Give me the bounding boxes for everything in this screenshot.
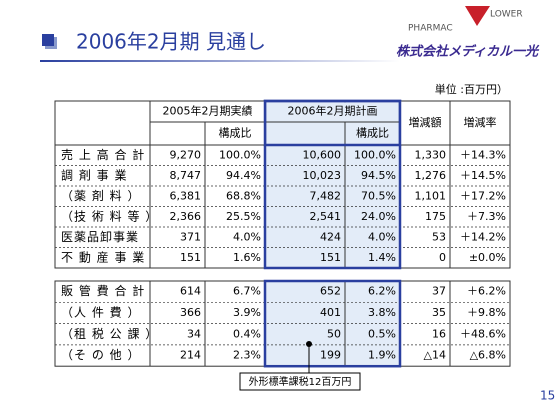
cell: 6,381 xyxy=(170,189,202,202)
logo-right: LOWER xyxy=(490,10,523,20)
cell: 94.4% xyxy=(226,169,261,182)
cell: 24.0% xyxy=(361,210,396,223)
cell: 35 xyxy=(432,306,446,319)
cell: ＋9.8% xyxy=(467,306,506,319)
cell: ＋14.5% xyxy=(460,169,506,182)
cell: 25.5% xyxy=(226,210,261,223)
plan-border xyxy=(263,99,402,147)
cell: 4.0% xyxy=(233,230,261,243)
cell: △14 xyxy=(424,349,446,362)
callout: 外形標準課税12百万円 xyxy=(249,375,352,388)
cell: ＋17.2% xyxy=(460,189,506,202)
bullet xyxy=(42,34,54,46)
row-label: （技 術 料 等 ） xyxy=(61,209,158,223)
cell: 16 xyxy=(432,327,446,340)
row-label: （そ の 他 ） xyxy=(61,348,140,362)
cell: ＋7.3% xyxy=(467,210,506,223)
sub-header: 構成比 xyxy=(219,127,252,140)
cell: 100.0% xyxy=(219,148,261,161)
unit: 単位 :百万円） xyxy=(435,82,508,96)
cell: 424 xyxy=(320,230,341,243)
cell: 151 xyxy=(320,251,341,264)
header-cover xyxy=(266,122,345,144)
group-header: 増減率 xyxy=(464,115,497,129)
cell: 3.9% xyxy=(233,306,261,319)
cell: 70.5% xyxy=(361,189,396,202)
sub-header: 構成比 xyxy=(356,127,389,140)
cell: 0 xyxy=(439,251,446,264)
header-cover xyxy=(400,101,510,145)
logo-left: PHARMAC xyxy=(408,24,453,34)
row-label: 調 剤 事 業 xyxy=(61,167,127,182)
logo-mark xyxy=(465,6,490,26)
tables: 売 上 高 合 計 9,270 100.0% 10,600 100.0% 1,330 ＋14… xyxy=(54,99,511,368)
cell: ＋48.6% xyxy=(460,327,506,340)
cell: 9,270 xyxy=(170,148,202,161)
cell: 652 xyxy=(320,285,341,298)
cell: 199 xyxy=(320,349,341,362)
cell: ＋14.3% xyxy=(460,148,506,161)
cell: 0.4% xyxy=(233,327,261,340)
cell: ＋14.2% xyxy=(460,230,506,243)
cell: 53 xyxy=(432,230,446,243)
header-cover xyxy=(266,102,399,122)
cell: 1,276 xyxy=(415,169,447,182)
cell: 100.0% xyxy=(354,148,396,161)
cell: △6.8% xyxy=(470,349,506,362)
cell: 1.4% xyxy=(368,251,396,264)
callout-box xyxy=(239,372,361,391)
cell: 1,101 xyxy=(415,189,447,202)
cell: 614 xyxy=(180,285,201,298)
cell: 2,541 xyxy=(310,210,342,223)
company: 株式会社メディカル一光 xyxy=(396,44,540,60)
cell: 7,482 xyxy=(310,189,342,202)
cell: 1,330 xyxy=(415,148,447,161)
row-label: （人 件 費 ） xyxy=(61,304,140,319)
cell: 10,023 xyxy=(303,169,342,182)
group-header: 2005年2月期実績 xyxy=(163,104,253,118)
cell: 366 xyxy=(180,306,201,319)
row-label: （薬 剤 料 ） xyxy=(61,188,140,203)
plan-border xyxy=(263,279,402,368)
cell: 34 xyxy=(187,327,201,340)
row-label: 医薬品卸事業 xyxy=(61,229,139,244)
cell: 8,747 xyxy=(170,169,202,182)
cell: 37 xyxy=(432,285,446,298)
cell: 371 xyxy=(180,230,201,243)
row-label: （租 税 公 課 ） xyxy=(61,326,158,341)
cell: 6.2% xyxy=(368,285,396,298)
cell: 94.5% xyxy=(361,169,396,182)
page-number: 15 xyxy=(540,389,555,403)
cell: 2,366 xyxy=(170,210,202,223)
cell: 4.0% xyxy=(368,230,396,243)
cell: ＋6.2% xyxy=(467,285,506,298)
cell: 50 xyxy=(327,327,341,340)
cell: 0.5% xyxy=(368,327,396,340)
header-cover xyxy=(150,101,265,122)
cell: 175 xyxy=(425,210,446,223)
cell: 401 xyxy=(320,306,341,319)
cell: 10,600 xyxy=(303,148,342,161)
group-header: 2006年2月期計画 xyxy=(288,104,378,118)
cell: 3.8% xyxy=(368,306,396,319)
cell: 68.8% xyxy=(226,189,261,202)
title-underline xyxy=(40,60,400,62)
header-cover xyxy=(150,122,205,144)
group-header: 増減額 xyxy=(409,115,442,129)
cell: ±0.0% xyxy=(469,251,506,264)
cell: 1.9% xyxy=(368,349,396,362)
cell: 214 xyxy=(180,349,201,362)
row-label: 売 上 高 合 計 xyxy=(61,147,145,162)
row-label: 不 動 産 事 業 xyxy=(61,249,145,264)
cell: 2.3% xyxy=(233,349,261,362)
row-label: 販 管 費 合 計 xyxy=(61,283,145,298)
cell: 151 xyxy=(180,251,201,264)
title: 2006年2月期 見通し xyxy=(76,30,266,54)
cell: 1.6% xyxy=(233,251,261,264)
cell: 6.7% xyxy=(233,285,261,298)
